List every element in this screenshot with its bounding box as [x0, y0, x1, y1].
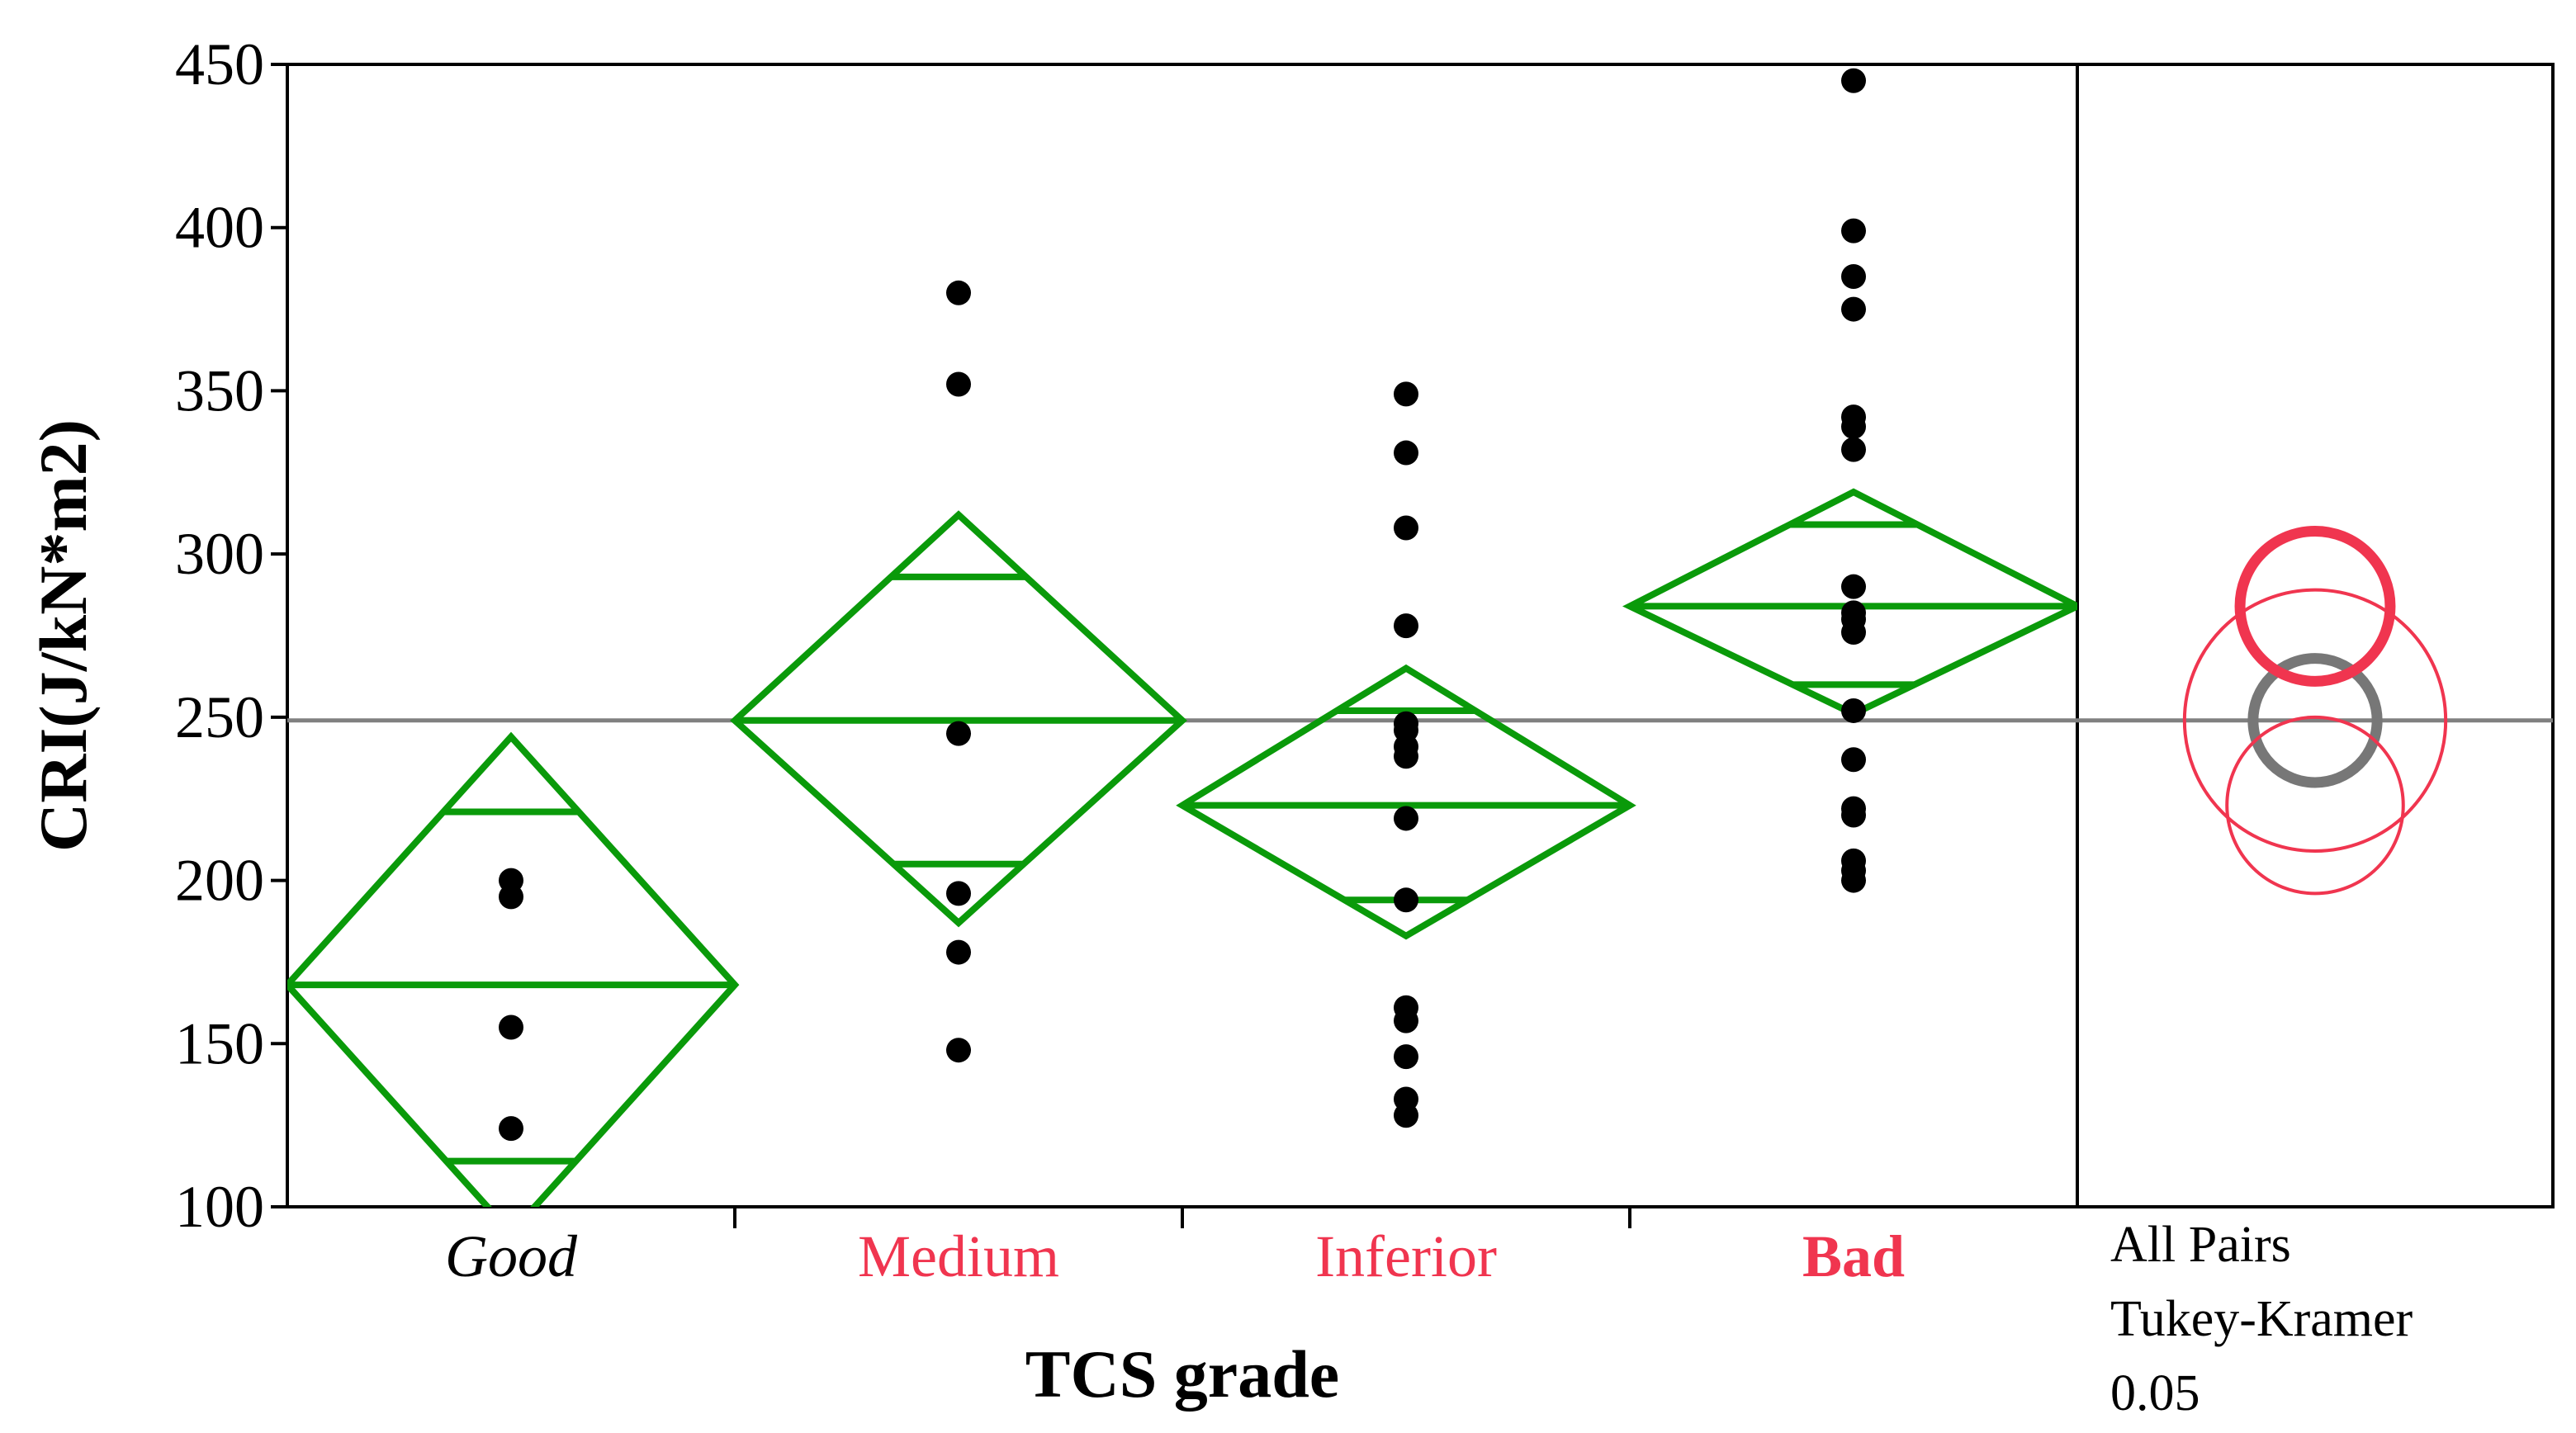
data-point — [1841, 574, 1866, 599]
category-label: Bad — [1802, 1223, 1905, 1289]
data-point — [1841, 218, 1866, 244]
data-point — [1394, 1008, 1418, 1033]
y-tick-label: 200 — [175, 848, 264, 914]
means-diamonds-layer — [287, 488, 2077, 1207]
y-tick-label: 250 — [175, 684, 264, 750]
data-point — [1394, 1103, 1418, 1128]
data-point — [1841, 620, 1866, 646]
comparison-circle — [2225, 715, 2405, 896]
y-tick-label: 400 — [175, 195, 264, 261]
data-point — [1841, 414, 1866, 439]
comparison-method-label: All Pairs — [2110, 1217, 2291, 1273]
data-point — [1841, 68, 1866, 93]
data-point — [1394, 887, 1418, 913]
data-points-layer — [499, 68, 1866, 1142]
data-point — [1841, 698, 1866, 723]
data-point — [946, 881, 971, 906]
data-point — [1394, 440, 1418, 466]
data-point — [946, 1038, 971, 1063]
comparison-circle — [2182, 588, 2448, 853]
means-diamond — [1622, 488, 2077, 718]
data-point — [1841, 296, 1866, 322]
data-point — [1841, 802, 1866, 828]
data-point — [1841, 437, 1866, 462]
data-point — [1394, 515, 1418, 541]
data-point — [1394, 613, 1418, 639]
data-point — [946, 280, 971, 305]
data-point — [1841, 868, 1866, 893]
category-label: Good — [445, 1223, 578, 1289]
plot-frame — [286, 63, 2079, 1208]
category-label: Medium — [858, 1223, 1059, 1289]
axes: 100 150 200 250 300 350 400 450 — [175, 31, 2555, 1240]
x-axis-title: TCS grade — [1025, 1336, 1339, 1412]
comparison-method-label: Tukey-Kramer — [2110, 1291, 2413, 1347]
comparison-circles-panel — [2182, 525, 2448, 896]
y-tick-label: 150 — [175, 1010, 264, 1076]
y-tick-label: 450 — [175, 31, 264, 97]
circle-panel-frame — [2076, 63, 2555, 1208]
category-label: Inferior — [1315, 1223, 1497, 1289]
data-point — [1394, 381, 1418, 407]
y-tick-label: 300 — [175, 521, 264, 587]
data-point — [946, 721, 971, 746]
data-point — [499, 1014, 523, 1040]
y-tick-label: 350 — [175, 357, 264, 423]
y-tick-label: 100 — [175, 1174, 264, 1240]
data-point — [1394, 744, 1418, 769]
data-point — [946, 371, 971, 397]
labels-layer: Good Medium Inferior Bad TCS grade CRI(J/kN*m… — [26, 419, 2413, 1421]
data-point — [1841, 747, 1866, 773]
data-point — [1841, 264, 1866, 290]
comparison-circle — [2234, 525, 2396, 687]
data-point — [499, 1116, 523, 1142]
data-point — [499, 884, 523, 910]
data-point — [1394, 1044, 1418, 1070]
data-point — [946, 939, 971, 965]
data-point — [1394, 806, 1418, 831]
comparison-method-label: 0.05 — [2110, 1365, 2200, 1421]
comparison-circle — [2247, 653, 2383, 788]
y-axis-title: CRI(J/kN*m2) — [26, 419, 101, 852]
